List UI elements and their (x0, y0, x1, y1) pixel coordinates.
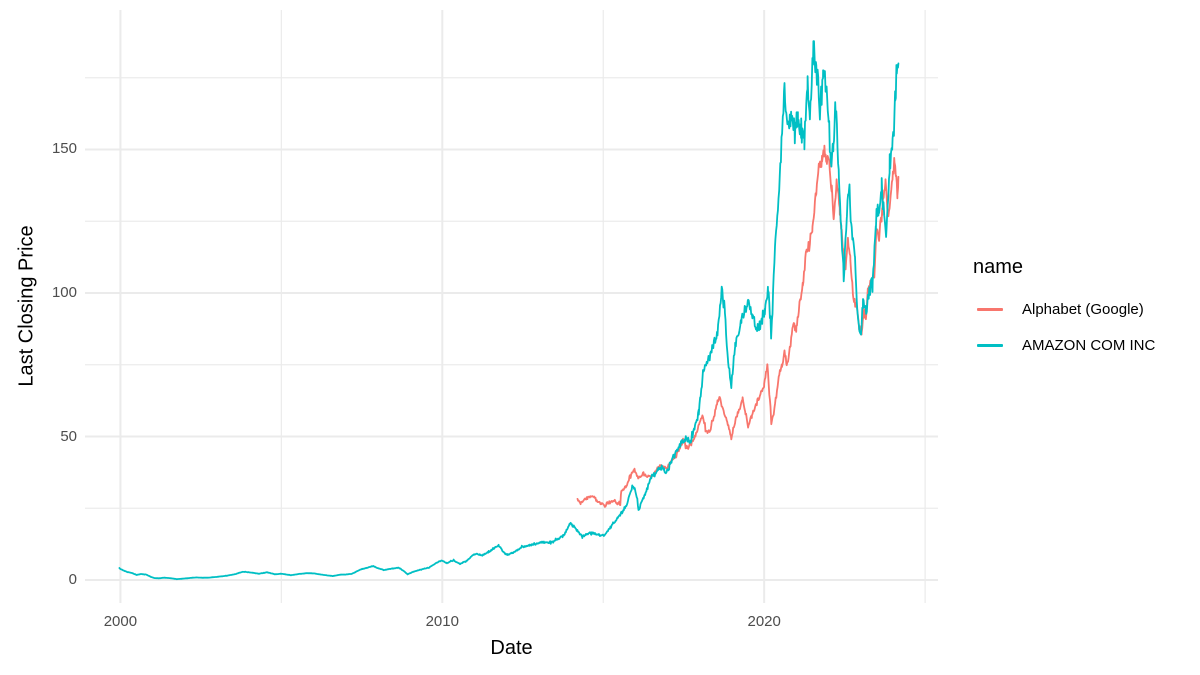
y-tick-label: 100 (51, 284, 77, 301)
x-tick-label: 2000 (103, 613, 138, 630)
legend: name Alphabet (Google) AMAZON COM INC (973, 256, 1155, 363)
series-line-alphabet (576, 144, 900, 508)
plot-panel (85, 10, 938, 603)
y-tick-label: 50 (60, 427, 77, 445)
y-tick-label: 0 (68, 571, 77, 589)
y-tick-label: 150 (51, 140, 77, 158)
x-tick-label: 2020 (747, 613, 781, 630)
legend-label-amazon: AMAZON COM INC (1022, 336, 1156, 354)
series-line-amazon (118, 40, 900, 581)
legend-item-amazon: AMAZON COM INC (973, 327, 1155, 363)
legend-item-alphabet: Alphabet (Google) (973, 291, 1155, 327)
x-axis-title: Date (490, 637, 533, 659)
legend-label-alphabet: Alphabet (Google) (1022, 300, 1144, 318)
y-axis-title: Last Closing Price (15, 225, 38, 387)
legend-key-line-alphabet (977, 307, 1003, 311)
legend-key-line-amazon (977, 343, 1003, 347)
legend-title: name (973, 256, 1024, 278)
x-tick-label: 2010 (425, 613, 459, 630)
